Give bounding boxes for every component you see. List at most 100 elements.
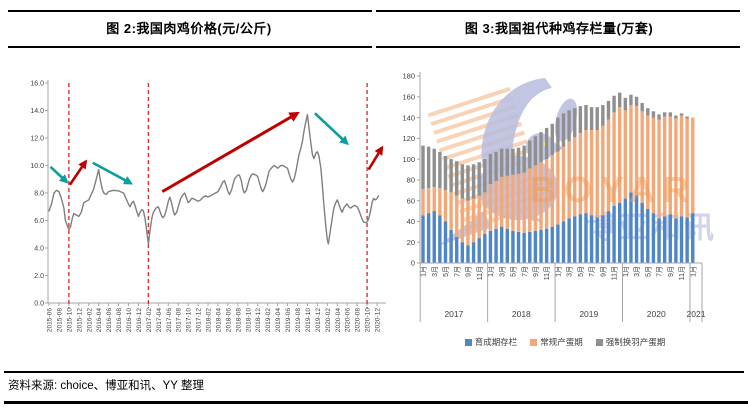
- bar-segment-2: [455, 161, 459, 196]
- bar-segment-0: [455, 237, 459, 263]
- bar-segment-2: [629, 94, 633, 106]
- bar-segment-2: [612, 95, 616, 113]
- bar-segment-2: [471, 164, 476, 199]
- x-tick-label: 2020-08: [355, 308, 362, 333]
- bar-segment-2: [466, 165, 470, 201]
- trend-arrow-red: [367, 145, 384, 171]
- bar-segment-0: [544, 228, 549, 263]
- y-tick-label: 16.0: [30, 81, 44, 88]
- bar-segment-1: [646, 115, 650, 209]
- month-tick-label: 9月: [599, 266, 607, 277]
- bar-segment-0: [505, 228, 509, 263]
- bar-segment-2: [578, 106, 583, 134]
- bar-segment-0: [612, 205, 616, 263]
- bar-segment-0: [668, 214, 672, 263]
- bar-segment-1: [584, 130, 588, 214]
- x-tick-label: 2015-10: [66, 308, 73, 333]
- year-label: 2018: [512, 309, 531, 319]
- bar-segment-0: [578, 214, 583, 263]
- month-tick-label: 1月: [689, 266, 697, 277]
- month-tick-label: 11月: [543, 266, 551, 280]
- bar-segment-1: [589, 130, 594, 216]
- month-tick-label: 3月: [431, 266, 439, 277]
- top-rule-left: [8, 10, 372, 12]
- month-tick-label: 7月: [588, 266, 596, 277]
- bar-segment-1: [522, 172, 526, 233]
- bar-segment-0: [499, 226, 504, 263]
- x-tick-label: 2019-08: [295, 308, 302, 333]
- month-tick-label: 7月: [656, 266, 664, 277]
- bar-segment-0: [679, 216, 684, 263]
- bar-segment-2: [544, 127, 549, 160]
- bar-segment-1: [668, 116, 672, 215]
- bar-segment-0: [691, 213, 695, 263]
- y-tick-label: 10.0: [30, 163, 44, 170]
- bar-segment-2: [573, 108, 577, 138]
- title-rule-left: [8, 46, 372, 48]
- bar-segment-2: [438, 151, 442, 189]
- x-tick-label: 2015-08: [56, 308, 63, 333]
- bar-segment-0: [674, 218, 678, 263]
- watermark-cn-text: 博亚和讯: [585, 212, 717, 245]
- bar-segment-1: [477, 195, 481, 239]
- bar-segment-0: [556, 224, 560, 263]
- x-tick-label: 2018-02: [206, 308, 213, 333]
- bar-segment-0: [460, 242, 465, 263]
- month-tick-label: 7月: [521, 266, 529, 277]
- x-tick-label: 2019-04: [275, 308, 282, 333]
- x-tick-label: 2020-10: [365, 308, 372, 333]
- y-tick-label: 40: [407, 217, 415, 226]
- bar-segment-0: [471, 242, 476, 263]
- x-tick-label: 2018-12: [255, 308, 262, 333]
- bar-segment-0: [432, 211, 436, 263]
- bar-segment-1: [651, 117, 656, 214]
- bar-segment-2: [483, 159, 487, 193]
- y-tick-label: 160: [402, 92, 415, 101]
- bar-segment-2: [651, 111, 656, 118]
- bar-segment-2: [623, 97, 628, 111]
- bar-segment-1: [573, 137, 577, 217]
- x-tick-label: 2016-06: [106, 308, 113, 333]
- x-tick-label: 2016-02: [86, 308, 93, 333]
- bar-segment-1: [421, 189, 425, 216]
- stacked-bars: [421, 92, 695, 263]
- bar-segment-1: [443, 190, 448, 222]
- y-tick-label: 180: [402, 72, 415, 81]
- bar-segment-1: [488, 184, 493, 231]
- y-tick-label: 0.0: [34, 301, 44, 308]
- y-tick-label: 120: [402, 134, 415, 143]
- bar-segment-1: [634, 106, 639, 196]
- bar-segment-2: [477, 162, 481, 196]
- x-tick-label: 2017-12: [196, 308, 203, 333]
- bar-segment-2: [488, 153, 493, 185]
- y-tick-label: 8.0: [34, 191, 44, 198]
- bar-segment-2: [685, 116, 689, 119]
- source-rule-top: [4, 371, 744, 373]
- legend-item-forced-molt: 强制换羽产蛋期: [595, 336, 665, 348]
- bar-segment-1: [595, 130, 599, 218]
- month-tick-label: 9月: [667, 266, 675, 277]
- bar-segment-0: [595, 217, 599, 263]
- month-tick-label: 1月: [420, 266, 428, 277]
- bar-segment-1: [685, 118, 689, 218]
- bar-segment-0: [623, 198, 628, 263]
- watermark-latin-text: BOYAR: [530, 169, 697, 210]
- bar-segment-2: [646, 108, 650, 116]
- bar-segment-1: [657, 119, 661, 219]
- bar-segment-0: [634, 195, 639, 263]
- month-tick-label: 7月: [453, 266, 461, 277]
- bar-segment-1: [601, 125, 605, 216]
- bar-segment-1: [449, 192, 453, 230]
- month-tick-label: 5月: [644, 266, 652, 277]
- bar-segment-0: [516, 231, 521, 263]
- bar-segment-1: [483, 192, 487, 234]
- bar-segment-1: [550, 154, 554, 227]
- bar-segment-1: [460, 198, 465, 243]
- bar-segment-0: [651, 213, 656, 263]
- bar-segment-1: [432, 187, 436, 212]
- bar-segment-1: [471, 198, 476, 243]
- year-label: 2017: [444, 309, 463, 319]
- bar-segment-1: [511, 174, 515, 231]
- bar-segment-0: [561, 221, 566, 263]
